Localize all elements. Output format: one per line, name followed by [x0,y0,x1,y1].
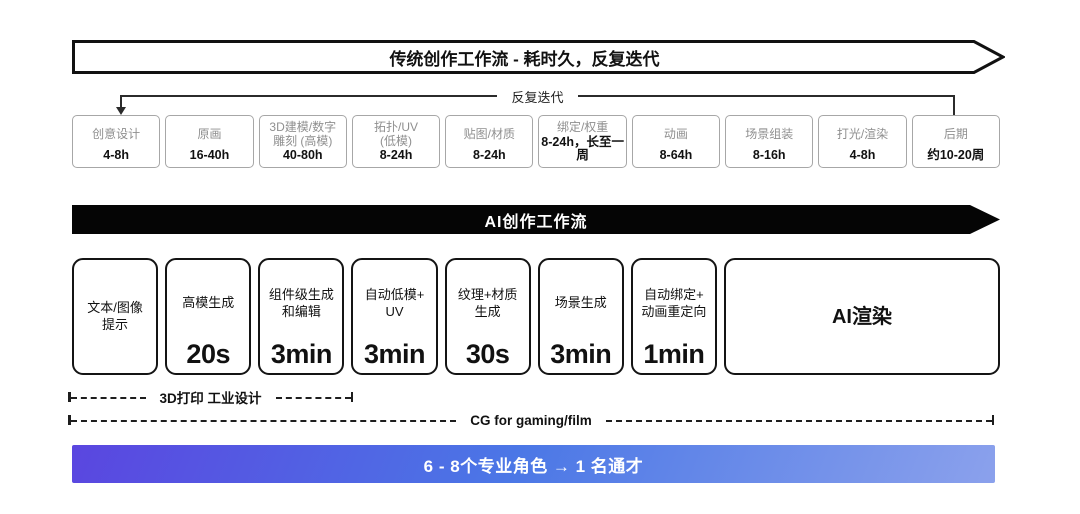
step-time: 30s [465,339,510,369]
ai-step-scene-gen: 场景生成 3min [537,258,624,375]
traditional-steps-row: 创意设计 4-8h 原画 16-40h 3D建模/数字 雕刻 (高模) 40-8… [72,115,1000,168]
step-time: 8-16h [752,148,786,163]
step-title: 自动绑定+ 动画重定向 [641,286,707,319]
trad-step-modeling: 3D建模/数字 雕刻 (高模) 40-80h [258,115,347,168]
step-time: 8-24h [473,148,506,163]
step-time: 3min [270,339,333,369]
step-title: 拓扑/UV (低模) [374,119,419,149]
ai-step-texture-material: 纹理+材质 生成 30s [444,258,531,375]
step-title: 纹理+材质 生成 [457,286,518,319]
trad-step-concept: 创意设计 4-8h [72,115,161,168]
step-title: 文本/图像 提示 [87,300,143,332]
down-arrow-icon [116,107,126,115]
range-dash [605,419,992,422]
bracket-right-line [953,95,955,115]
range-right-cap [991,415,994,425]
ai-workflow-banner: AI创作工作流 [72,205,1000,234]
step-title: 创意设计 [92,126,141,141]
step-title: 贴图/材质 [463,126,515,141]
trad-step-rigging: 绑定/权重 8-24h，长至一周 [538,115,627,168]
step-time: 3min [550,339,612,369]
step-time: 8-64h [659,148,693,163]
ai-step-prompt: 文本/图像 提示 [72,258,159,375]
step-title: 打光/渲染 [836,126,889,141]
iteration-bracket: 反复迭代 [72,74,1000,115]
trad-step-concept-art: 原画 16-40h [165,115,254,168]
trad-step-lighting-render: 打光/渲染 4-8h [818,115,907,168]
range-label: 3D打印 工业设计 [159,391,262,406]
range-left-cap [68,392,71,402]
iteration-label: 反复迭代 [120,87,955,107]
step-title: 自动低模+ UV [364,286,425,319]
traditional-workflow-banner: 传统创作工作流 - 耗时久，反复迭代 [72,40,1005,74]
ai-step-rig-retarget: 自动绑定+ 动画重定向 1min [630,258,717,375]
range-dash [275,396,351,399]
roles-summary-banner: 6 - 8个专业角色 → 1 名通才 [72,445,995,483]
step-title: 绑定/权重 [556,119,609,134]
trad-step-topology-uv: 拓扑/UV (低模) 8-24h [351,115,441,168]
range-left-cap [68,415,71,425]
range-dash [70,396,146,399]
ai-step-highpoly: 高模生成 20s [165,258,252,375]
ai-step-render: AI渲染 [723,258,1000,375]
step-title: 高模生成 [182,295,235,311]
bracket-left-line [120,95,122,107]
step-time: 8-24h，长至一周 [541,134,624,163]
step-title: AI渲染 [831,306,892,328]
step-title: 动画 [663,126,688,141]
step-time: 8-24h [379,148,413,163]
range-dash [70,419,457,422]
step-time: 1min [643,339,705,369]
ai-step-lowpoly-uv: 自动低模+ UV 3min [351,258,438,375]
trad-step-post: 后期 约10-20周 [911,115,1000,168]
step-time: 3min [363,339,426,369]
step-title: 3D建模/数字 雕刻 (高模) [269,119,337,149]
step-title: 组件级生成 和编辑 [268,286,334,319]
trad-step-texture: 贴图/材质 8-24h [445,115,534,168]
trad-step-animation: 动画 8-64h [631,115,721,168]
trad-step-scene-assembly: 场景组装 8-16h [725,115,814,168]
range-3d-print: 3D打印 工业设计 [68,389,354,406]
step-title: 后期 [943,126,968,141]
ai-step-component-edit: 组件级生成 和编辑 3min [258,258,345,375]
step-time: 20s [186,339,230,369]
workflow-diagram: 传统创作工作流 - 耗时久，反复迭代 反复迭代 创意设计 4-8h 原画 16-… [68,0,1005,483]
traditional-banner-title: 传统创作工作流 - 耗时久，反复迭代 [389,49,660,69]
step-time: 40-80h [282,148,323,163]
step-time: 4-8h [103,148,129,163]
range-right-cap [350,392,354,402]
step-title: 原画 [197,126,222,141]
step-time: 16-40h [189,148,230,163]
ai-steps-row: 文本/图像 提示 高模生成 20s 组件级生成 和编辑 3min 自动低模+ U… [72,258,1000,375]
roles-summary-text: 6 - 8个专业角色 → 1 名通才 [423,456,644,476]
step-title: 场景生成 [554,295,607,311]
step-time: 约10-20周 [927,148,985,163]
step-title: 场景组装 [745,126,794,141]
range-label: CG for gaming/film [470,412,592,428]
step-time: 4-8h [849,148,876,163]
range-cg: CG for gaming/film [68,412,994,428]
ai-banner-title: AI创作工作流 [484,213,588,231]
arrow-shape-outline [72,40,1005,74]
